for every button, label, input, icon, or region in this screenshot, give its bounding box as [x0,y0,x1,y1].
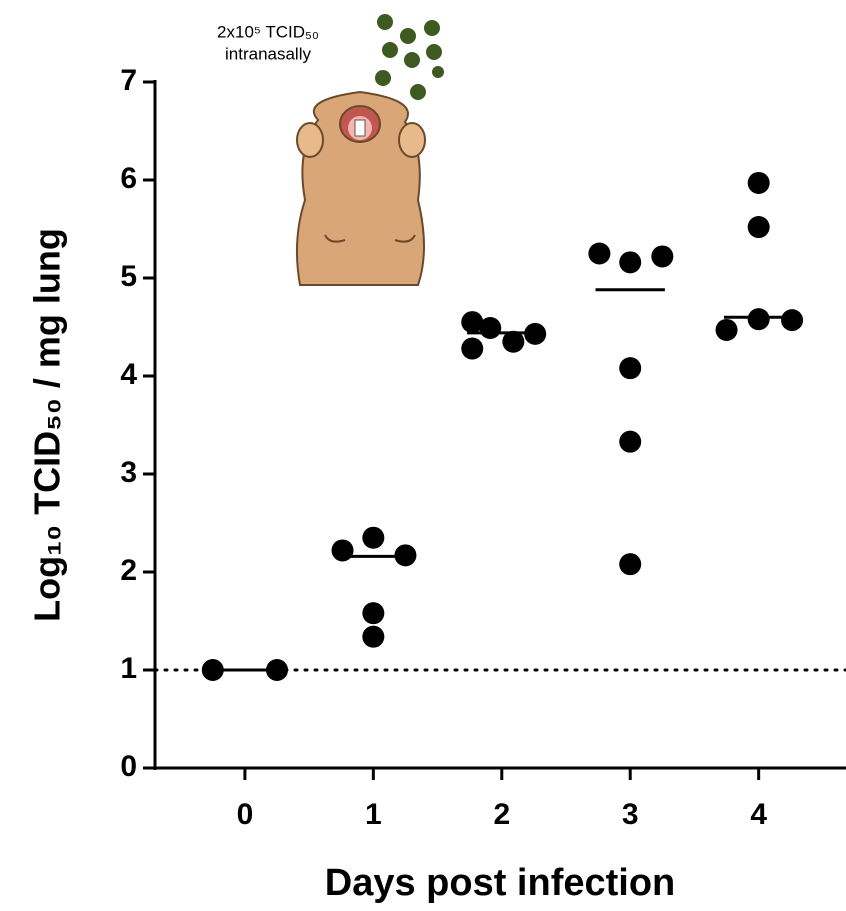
point [651,245,674,268]
y-tick-label: 1 [120,652,137,685]
hamster-illustration [295,14,444,286]
point [747,216,770,239]
x-tick-label: 2 [493,798,510,831]
x-axis-label: Days post infection [325,862,676,904]
point [781,309,804,332]
y-tick-label: 4 [120,358,137,391]
point [479,316,502,339]
x-tick-label: 3 [622,798,639,831]
point [747,171,770,194]
point [362,602,385,625]
point [461,337,484,360]
y-tick-label: 0 [120,750,137,783]
y-tick-label: 2 [120,554,137,587]
y-axis-label: Log₁₀ TCID₅₀ / mg lung [27,228,68,622]
point [747,308,770,331]
point [502,330,525,353]
y-tick-label: 5 [120,260,137,293]
point [619,357,642,380]
annotation: intranasally [225,44,311,63]
y-tick-label: 7 [120,64,137,97]
x-tick-label: 1 [365,798,382,831]
x-tick-label: 0 [237,798,254,831]
point [715,318,738,341]
point [362,625,385,648]
point [619,430,642,453]
point [362,526,385,549]
point [588,242,611,265]
y-tick-label: 3 [120,456,137,489]
y-tick-label: 6 [120,162,137,195]
point [619,251,642,274]
point [619,553,642,576]
x-tick-label: 4 [750,798,767,831]
annotation: 2x10⁵ TCID₅₀ [217,22,319,41]
point [331,539,354,562]
point [461,311,484,334]
